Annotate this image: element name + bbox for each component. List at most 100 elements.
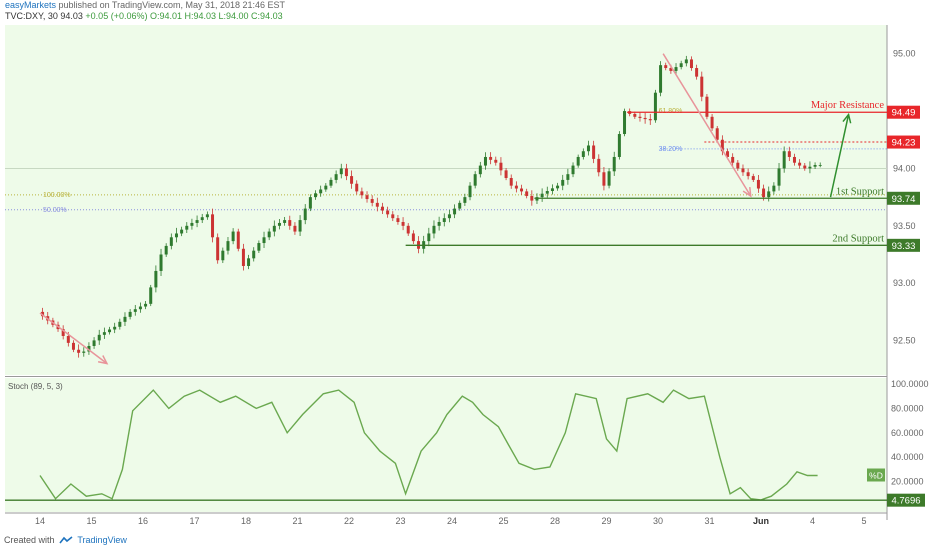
stoch-tick-label: 80.0000 [891,403,924,413]
candle-body [370,199,374,203]
time-tick-label: 28 [550,516,560,526]
down-arrow [39,312,108,365]
candle-body [720,139,724,152]
candle-body [355,183,359,192]
candle-body [695,68,699,77]
stoch-tick-label: 60.0000 [891,428,924,438]
down-arrow [662,53,752,197]
candle-body [623,111,627,135]
candle-body [180,229,184,234]
candle-body [380,206,384,211]
price-tick-label: 95.00 [893,49,916,59]
candle-body [66,335,70,343]
ohlc-values: O:94.01 H:94.03 L:94.00 C:94.03 [149,11,283,21]
tradingview-brand[interactable]: TradingView [77,535,127,545]
candle-body [808,166,812,169]
candle-body [154,270,158,288]
candle-body [144,303,148,307]
candle-body [463,197,467,203]
candle-body [664,65,668,69]
candle-body [453,208,457,215]
candle-body [427,233,431,242]
arrow-head [97,355,109,365]
candle-body [767,191,771,198]
candle-body [659,65,663,93]
candle-body [113,326,117,330]
candle-body [689,59,693,69]
candle-body [339,168,343,175]
candle-body [751,176,755,180]
candle-body [350,176,354,184]
candle-body [494,159,498,163]
candle-body [82,351,86,353]
price-tag [887,135,920,149]
candle-body [334,174,338,180]
candle-body [97,334,101,341]
candle-body [792,156,796,163]
candle-body [478,165,482,175]
price-tag [887,238,920,252]
candle-body [308,197,312,209]
support-label: 2nd Support [832,233,884,244]
stoch-tick-label: 100.0000 [891,379,929,389]
candle-body [530,195,534,201]
candle-body [633,113,637,117]
time-tick-label: 21 [292,516,302,526]
publish-info: easyMarkets published on TradingView.com… [5,0,285,10]
arrow-head [742,186,752,198]
stochastic-pane[interactable] [5,378,887,512]
candle-body [540,193,544,198]
candle-body [504,170,508,179]
candle-body [700,76,704,97]
candle-body [746,172,750,177]
price-tick-label: 92.50 [893,336,916,346]
candle-body [473,174,477,186]
candle-body [288,220,292,226]
price-tag-label: 93.33 [892,241,916,252]
price-tick-label: 94.00 [893,163,916,173]
candle-body [118,321,122,327]
candle-body [128,311,132,317]
time-tick-label: 29 [601,516,611,526]
candle-body [592,145,596,159]
candle-body [545,191,549,194]
candle-body [226,241,230,251]
candle-body [787,151,791,157]
candle-body [777,168,781,186]
candle-body [483,156,487,166]
price-tick-label: 93.50 [893,221,916,231]
stoch-tick-label: 20.0000 [891,477,924,487]
candle-body [102,332,106,335]
candle-body [257,243,261,251]
candle-body [468,185,472,198]
candle-body [525,191,529,196]
candle-body [669,68,673,71]
candle-body [87,345,91,352]
candle-body [607,171,611,186]
publisher-name[interactable]: easyMarkets [5,0,57,10]
candle-body [602,172,606,186]
symbol-line: TVC:DXY, 30 [5,11,58,21]
candle-body [684,59,688,64]
stoch-d-tag-label: %D [869,471,883,481]
candle-body [123,316,127,322]
candle-body [185,225,189,230]
candle-body [726,151,730,157]
candle-body [190,222,194,226]
candle-body [571,165,575,175]
candle-body [762,188,766,198]
candle-body [231,231,235,242]
candle-body [92,340,96,346]
time-tick-label: 22 [344,516,354,526]
stoch-min-tag-label: 4.7696 [891,496,920,507]
candle-body [442,218,446,222]
time-tick-label: Jun [753,516,769,526]
price-pane[interactable] [5,25,887,375]
candle-body [71,342,75,350]
candle-body [174,233,178,238]
candle-body [437,221,441,226]
candle-body [679,63,683,68]
candle-body [241,248,245,266]
candle-body [617,134,621,157]
